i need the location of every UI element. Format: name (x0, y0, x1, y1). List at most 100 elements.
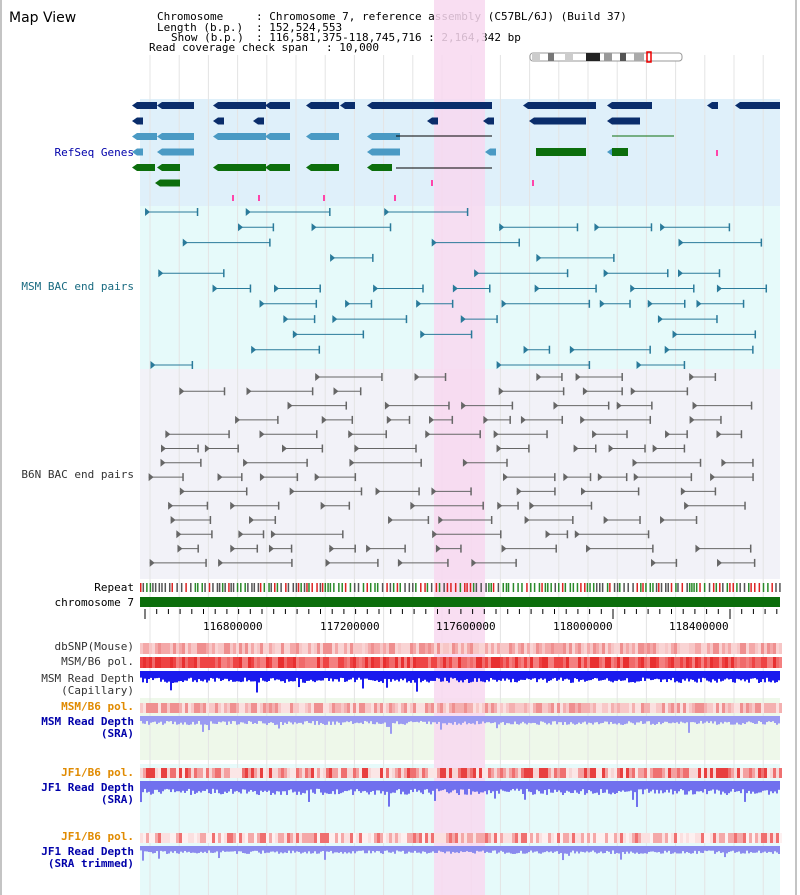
heat-cell (227, 703, 230, 713)
read-depth-bar (396, 671, 398, 680)
read-depth-bar (598, 671, 600, 681)
heat-cell (449, 768, 452, 778)
read-depth-bar (412, 781, 414, 793)
b6n-bac-pair-end (230, 544, 236, 553)
read-depth-bar (196, 671, 198, 683)
read-depth-bar (198, 716, 200, 721)
read-depth-bar (474, 716, 476, 725)
read-depth-bar (696, 671, 698, 683)
heat-cell (593, 643, 596, 654)
repeat-element (609, 583, 611, 592)
read-depth-bar (696, 846, 698, 854)
heat-cell (659, 768, 662, 778)
repeat-element (530, 583, 532, 592)
msm-bac-pair-end (678, 238, 684, 247)
heat-cell (191, 833, 194, 843)
heat-cell (299, 657, 302, 668)
read-depth-bar (630, 671, 632, 683)
read-depth-bar (724, 781, 726, 794)
read-depth-bar (382, 671, 384, 683)
refseq-gene (218, 117, 224, 125)
heat-cell (428, 833, 431, 843)
coverage-value: : 10,000 (326, 41, 379, 54)
heat-cell (689, 643, 692, 654)
heat-cell (326, 833, 329, 843)
read-depth-bar (514, 846, 516, 854)
heat-cell (308, 833, 311, 843)
heat-cell (269, 703, 272, 713)
heat-cell (572, 643, 575, 654)
refseq-marker (323, 195, 325, 201)
repeat-element (485, 583, 487, 592)
b6n-bac-pair-end (684, 501, 690, 510)
heat-cell (455, 643, 458, 654)
read-depth-bar (690, 781, 692, 791)
read-depth-bar (356, 781, 358, 790)
read-depth-bar (596, 846, 598, 854)
repeat-element (497, 583, 500, 592)
heat-cell (428, 768, 431, 778)
read-depth-bar (676, 781, 678, 794)
read-depth-bar (162, 781, 164, 792)
read-depth-bar (748, 781, 750, 791)
read-depth-bar (540, 846, 542, 854)
heat-cell (158, 657, 161, 668)
read-depth-bar (210, 671, 212, 678)
read-depth-bar (562, 846, 564, 861)
read-depth-bar (256, 716, 258, 724)
heat-cell (299, 768, 302, 778)
read-depth-bar (290, 781, 292, 790)
read-depth-bar (284, 716, 286, 723)
heat-cell (764, 643, 767, 654)
heat-cell (680, 703, 683, 713)
read-depth-bar (700, 846, 702, 853)
read-depth-bar (770, 671, 772, 683)
read-depth-bar (736, 716, 738, 723)
heat-cell (311, 768, 314, 778)
read-depth-bar (190, 671, 192, 678)
read-depth-bar (326, 781, 328, 794)
read-depth-bar (200, 671, 202, 681)
heat-cell (737, 703, 740, 713)
repeat-element (324, 583, 327, 592)
read-depth-bar (474, 846, 476, 854)
read-depth-bar (640, 781, 642, 790)
read-depth-bar (252, 846, 254, 852)
heat-cell (503, 833, 506, 843)
read-depth-bar (468, 781, 470, 789)
heat-cell (209, 643, 212, 654)
read-depth-bar (172, 846, 174, 853)
read-depth-bar (146, 671, 148, 683)
read-depth-bar (480, 846, 482, 852)
repeat-element (253, 583, 256, 592)
refseq-gene (162, 148, 194, 156)
read-depth-bar (166, 846, 168, 854)
read-depth-bar (670, 716, 672, 724)
heat-cell (581, 833, 584, 843)
heat-cell (527, 833, 530, 843)
read-depth-bar (754, 671, 756, 679)
read-depth-bar (468, 671, 470, 683)
heat-cell (692, 833, 695, 843)
refseq-gene (612, 148, 628, 156)
read-depth-bar (142, 671, 144, 683)
read-depth-bar (394, 716, 396, 724)
read-depth-bar (214, 671, 216, 682)
repeat-element (216, 583, 219, 592)
read-depth-bar (748, 716, 750, 722)
heat-cell (452, 703, 455, 713)
heat-cell (599, 703, 602, 713)
read-depth-bar (422, 781, 424, 795)
repeat-element (204, 583, 206, 592)
repeat-element (541, 583, 543, 592)
read-depth-bar (226, 846, 228, 852)
read-depth-bar (678, 716, 680, 724)
read-depth-bar (584, 781, 586, 795)
read-depth-bar (240, 781, 242, 794)
read-depth-bar (724, 671, 726, 680)
heat-cell (401, 833, 404, 843)
refseq-gene (372, 148, 400, 156)
b6n-bac-pair-end (268, 544, 274, 553)
read-depth-bar (604, 716, 606, 722)
